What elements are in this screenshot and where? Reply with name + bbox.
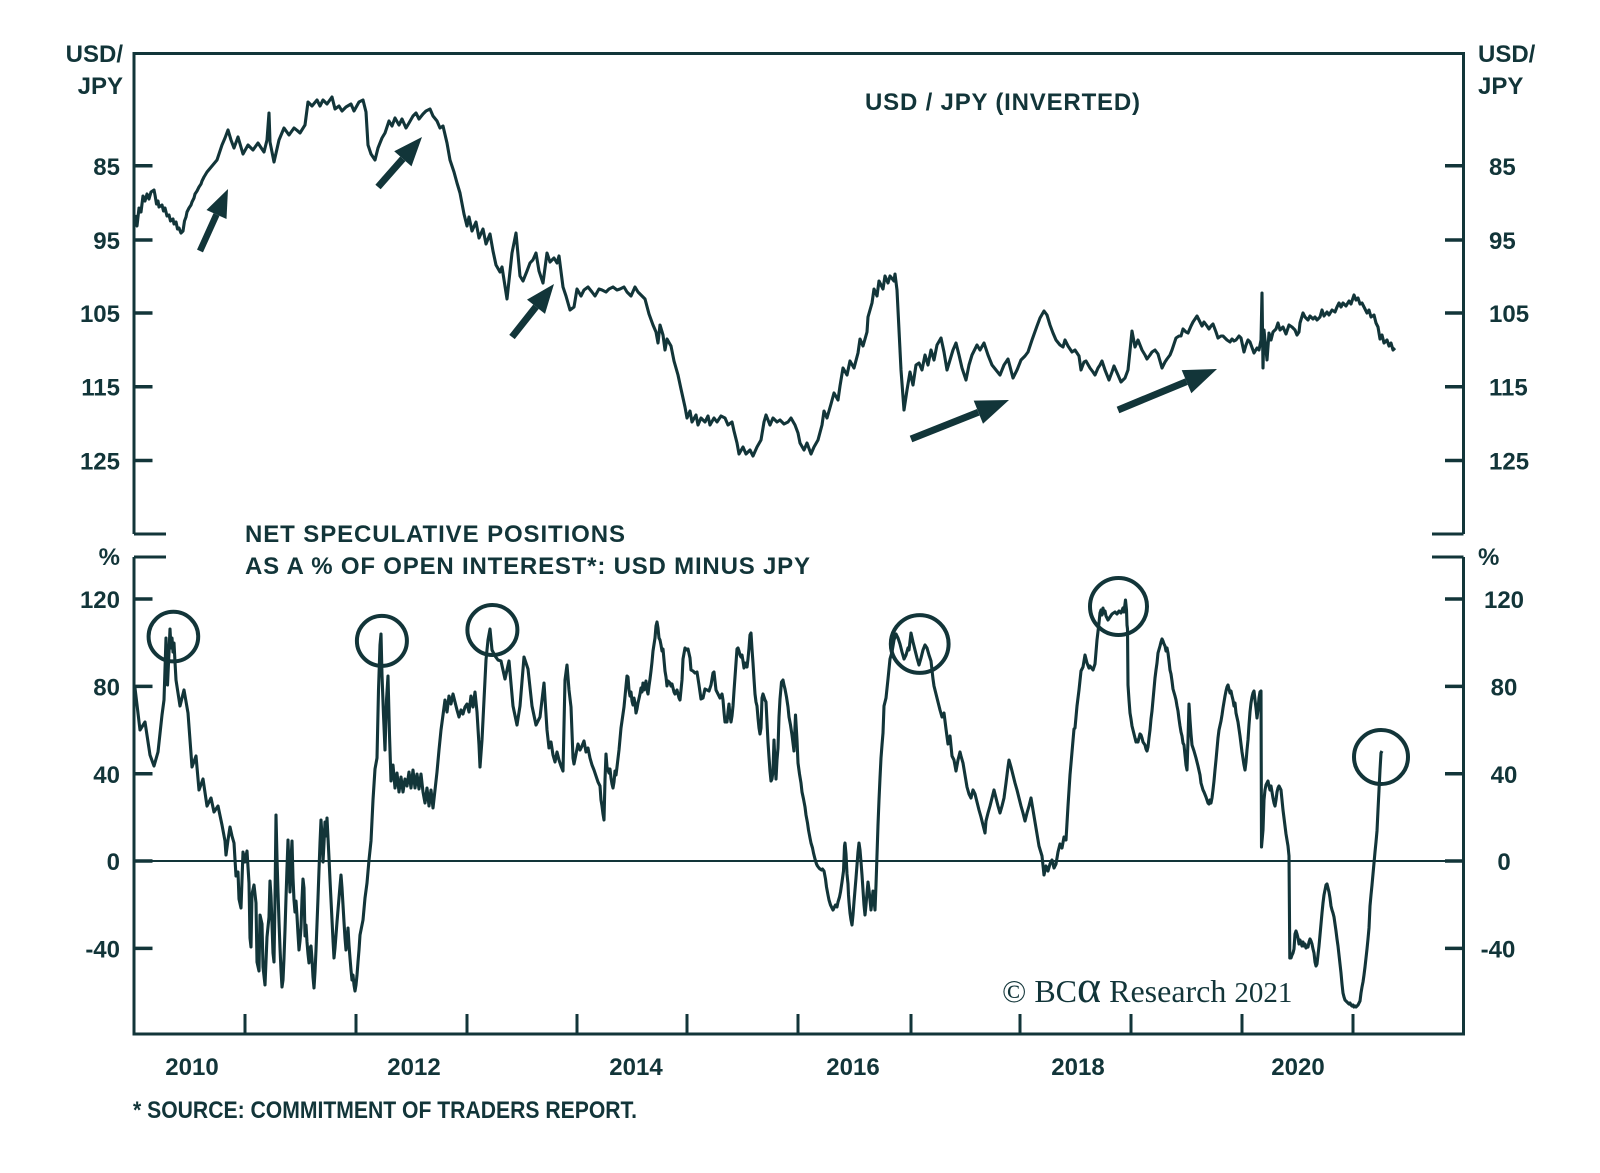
svg-text:-40: -40 — [85, 936, 120, 963]
svg-text:2014: 2014 — [609, 1054, 663, 1081]
svg-text:80: 80 — [1491, 674, 1518, 701]
svg-text:40: 40 — [93, 762, 120, 789]
svg-text:105: 105 — [80, 301, 120, 328]
svg-text:120: 120 — [80, 587, 120, 614]
svg-text:2016: 2016 — [826, 1054, 879, 1081]
svg-text:-40: -40 — [1481, 936, 1516, 963]
svg-text:40: 40 — [1491, 762, 1518, 789]
svg-text:125: 125 — [80, 449, 120, 476]
svg-text:USD/: USD/ — [1478, 41, 1536, 68]
svg-text:%: % — [99, 544, 120, 571]
svg-text:NET SPECULATIVE POSITIONS: NET SPECULATIVE POSITIONS — [245, 521, 625, 548]
svg-text:85: 85 — [1489, 154, 1516, 181]
svg-text:85: 85 — [93, 154, 120, 181]
svg-text:* SOURCE: COMMITMENT OF TRADER: * SOURCE: COMMITMENT OF TRADERS REPORT. — [133, 1097, 637, 1124]
svg-text:120: 120 — [1484, 587, 1524, 614]
svg-text:0: 0 — [1497, 849, 1510, 876]
svg-text:125: 125 — [1489, 449, 1529, 476]
svg-text:105: 105 — [1489, 301, 1529, 328]
svg-text:JPY: JPY — [78, 73, 123, 100]
svg-text:%: % — [1478, 544, 1499, 571]
svg-text:115: 115 — [81, 375, 120, 402]
svg-text:JPY: JPY — [1478, 73, 1523, 100]
svg-text:2010: 2010 — [165, 1054, 218, 1081]
svg-text:2018: 2018 — [1051, 1054, 1104, 1081]
svg-text:USD/: USD/ — [66, 41, 124, 68]
svg-text:2020: 2020 — [1271, 1054, 1324, 1081]
svg-text:AS A % OF OPEN INTEREST*: USD: AS A % OF OPEN INTEREST*: USD MINUS JPY — [245, 553, 810, 580]
svg-text:95: 95 — [1489, 228, 1516, 255]
svg-text:0: 0 — [107, 849, 120, 876]
svg-text:80: 80 — [93, 674, 120, 701]
svg-text:95: 95 — [93, 228, 120, 255]
svg-text:115: 115 — [1489, 375, 1528, 402]
svg-text:USD / JPY (INVERTED): USD / JPY (INVERTED) — [865, 89, 1140, 116]
svg-text:2012: 2012 — [387, 1054, 440, 1081]
